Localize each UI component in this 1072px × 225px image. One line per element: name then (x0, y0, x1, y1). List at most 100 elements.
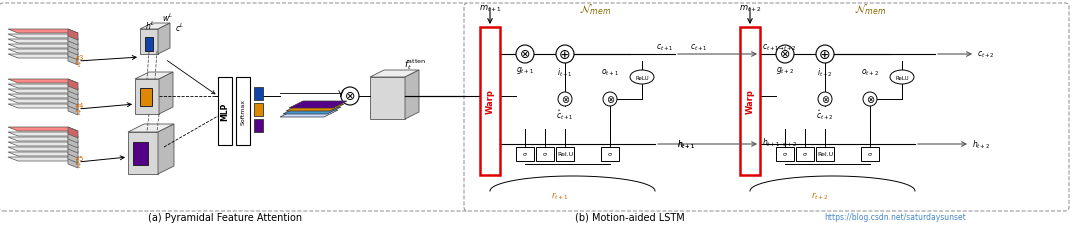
Text: σ: σ (544, 152, 547, 157)
Text: Warp: Warp (486, 89, 494, 114)
Text: ⊗: ⊗ (779, 48, 790, 61)
Bar (254, 88, 263, 101)
Bar (480, 28, 500, 175)
Text: σ: σ (783, 152, 787, 157)
Polygon shape (68, 127, 78, 138)
Bar (776, 147, 794, 161)
Text: (b) Motion-aided LSTM: (b) Motion-aided LSTM (575, 212, 685, 222)
Text: ⊗: ⊗ (345, 90, 355, 103)
Ellipse shape (630, 71, 654, 85)
Text: σ: σ (803, 152, 807, 157)
Text: Softmax: Softmax (240, 99, 245, 124)
Polygon shape (159, 73, 173, 115)
Bar (861, 147, 879, 161)
Polygon shape (405, 71, 419, 119)
Bar (128, 132, 158, 174)
Bar (254, 119, 263, 132)
Text: ReLU: ReLU (636, 75, 649, 80)
Polygon shape (68, 90, 78, 101)
Circle shape (341, 88, 359, 106)
Text: $c_{t+2}$: $c_{t+2}$ (977, 50, 995, 60)
Text: $w^L$: $w^L$ (162, 12, 174, 24)
Polygon shape (68, 30, 78, 41)
Polygon shape (8, 127, 78, 131)
Text: $\hat{c}_{t+1}$: $\hat{c}_{t+1}$ (556, 108, 574, 122)
Polygon shape (68, 105, 78, 115)
Circle shape (816, 46, 834, 64)
Polygon shape (68, 80, 78, 91)
Text: Rel.U: Rel.U (557, 152, 574, 157)
Text: (a) Pyramidal Feature Attention: (a) Pyramidal Feature Attention (148, 212, 302, 222)
Text: ⊗: ⊗ (561, 94, 569, 105)
Text: $h_{t+1\!\rightarrow\! t+2}$: $h_{t+1\!\rightarrow\! t+2}$ (762, 136, 798, 148)
Text: σ: σ (523, 152, 527, 157)
Polygon shape (8, 105, 78, 108)
Text: Warp: Warp (745, 89, 755, 114)
Bar (133, 142, 148, 165)
Polygon shape (8, 45, 78, 49)
Polygon shape (68, 45, 78, 56)
Text: $h_{t+1}$: $h_{t+1}$ (678, 138, 696, 151)
Polygon shape (8, 147, 78, 151)
Polygon shape (68, 152, 78, 163)
Text: ⊕: ⊕ (819, 48, 831, 62)
Text: $g_{t+1}$: $g_{t+1}$ (516, 64, 534, 75)
Circle shape (818, 93, 832, 106)
Polygon shape (370, 71, 419, 78)
Text: ⊗: ⊗ (866, 94, 874, 105)
Text: $m_{t+1}$: $m_{t+1}$ (478, 3, 502, 14)
Polygon shape (158, 24, 170, 55)
Text: ⊗: ⊗ (606, 94, 614, 105)
Text: $i_{t+1}$: $i_{t+1}$ (557, 66, 572, 79)
Text: ⊗: ⊗ (821, 94, 829, 105)
Text: $\mathcal{N}_{mem}$: $\mathcal{N}_{mem}$ (579, 3, 611, 17)
Text: $o_{t+1}$: $o_{t+1}$ (601, 68, 620, 78)
Polygon shape (68, 99, 78, 110)
Polygon shape (128, 124, 174, 132)
Polygon shape (68, 132, 78, 143)
Ellipse shape (890, 71, 914, 85)
Text: $f_t^5$: $f_t^5$ (74, 154, 84, 171)
Bar (556, 147, 574, 161)
Text: ⊗: ⊗ (520, 48, 531, 61)
Text: $f_t^3$: $f_t^3$ (74, 53, 84, 70)
Polygon shape (68, 55, 78, 66)
Polygon shape (8, 99, 78, 104)
Polygon shape (68, 94, 78, 106)
Text: $f_t^{\rm atten}$: $f_t^{\rm atten}$ (404, 57, 426, 72)
Bar (140, 30, 158, 55)
Polygon shape (8, 132, 78, 136)
Polygon shape (68, 147, 78, 158)
Polygon shape (8, 94, 78, 99)
Bar (536, 147, 554, 161)
Bar (218, 78, 232, 145)
Text: ⊕: ⊕ (560, 48, 570, 62)
Circle shape (559, 93, 572, 106)
Bar (516, 147, 534, 161)
Bar (236, 78, 250, 145)
Polygon shape (8, 35, 78, 39)
Text: $m_{t+2}$: $m_{t+2}$ (739, 3, 761, 14)
Polygon shape (8, 50, 78, 54)
Text: σ: σ (608, 152, 612, 157)
Polygon shape (68, 157, 78, 168)
Text: https://blog.csdn.net/saturdaysunset: https://blog.csdn.net/saturdaysunset (824, 213, 966, 222)
Circle shape (602, 93, 617, 106)
Text: Rel.U: Rel.U (817, 152, 833, 157)
Polygon shape (68, 85, 78, 96)
Bar (140, 89, 152, 106)
Polygon shape (8, 90, 78, 94)
Polygon shape (8, 137, 78, 141)
Polygon shape (289, 101, 347, 108)
Bar (145, 38, 153, 52)
Text: $h^L$: $h^L$ (145, 20, 155, 32)
Text: $o_{t+2}$: $o_{t+2}$ (861, 68, 879, 78)
Text: σ: σ (868, 152, 872, 157)
Bar (816, 147, 834, 161)
Polygon shape (68, 50, 78, 61)
Polygon shape (68, 40, 78, 51)
Polygon shape (8, 142, 78, 146)
Polygon shape (68, 142, 78, 153)
Polygon shape (135, 73, 173, 80)
Bar (254, 104, 263, 117)
